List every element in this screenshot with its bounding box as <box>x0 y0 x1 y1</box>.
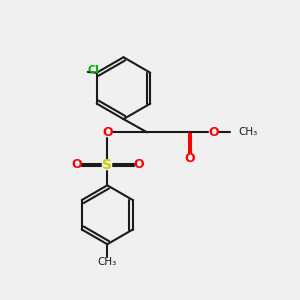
Text: CH₃: CH₃ <box>98 257 117 268</box>
Text: O: O <box>102 126 112 139</box>
Text: O: O <box>71 158 82 171</box>
Text: CH₃: CH₃ <box>238 127 258 137</box>
Text: Cl: Cl <box>87 65 99 75</box>
Text: O: O <box>208 126 219 139</box>
Text: O: O <box>184 152 195 165</box>
Text: S: S <box>102 158 112 172</box>
Text: O: O <box>133 158 143 171</box>
